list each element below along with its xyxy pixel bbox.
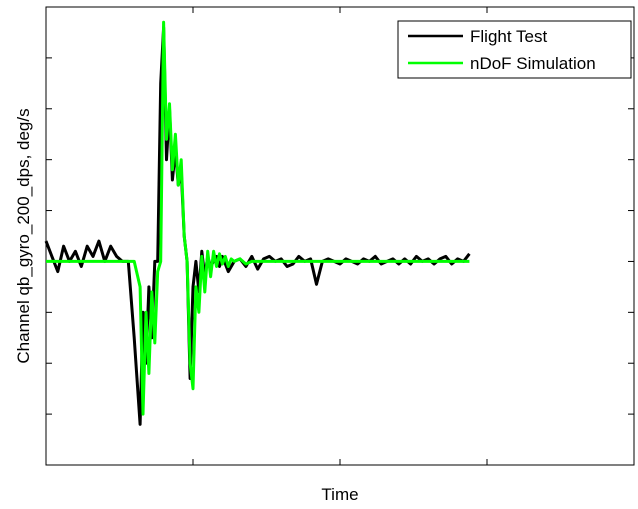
legend-label-flight-test: Flight Test <box>470 27 547 46</box>
series-layer <box>44 20 471 426</box>
legend: Flight Test nDoF Simulation <box>397 20 632 79</box>
legend-label-ndof-simulation: nDoF Simulation <box>470 54 596 73</box>
series-line-ndof-simulation <box>46 20 470 416</box>
legend-box <box>397 20 632 79</box>
y-axis-label: Channel qb_gyro_200_dps, deg/s <box>14 108 33 363</box>
x-axis-label: Time <box>321 485 358 504</box>
